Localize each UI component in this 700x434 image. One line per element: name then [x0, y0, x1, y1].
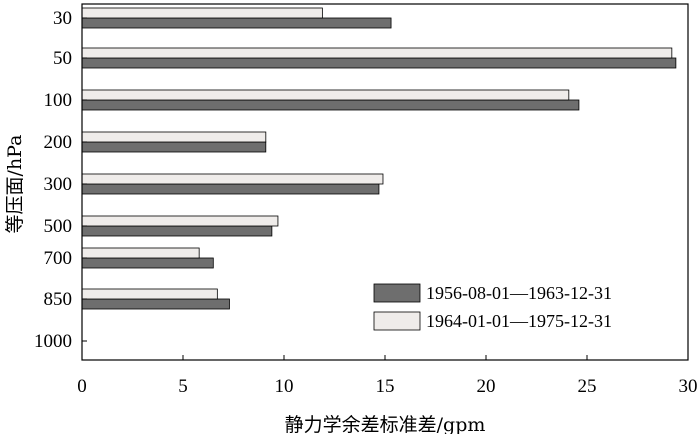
y-tick-label: 500	[44, 216, 73, 237]
bar-period2-50	[81, 47, 673, 59]
y-tick-label: 300	[44, 174, 73, 195]
y-tick-label: 700	[44, 248, 73, 269]
bars-layer	[81, 7, 677, 310]
bar-period2-700	[81, 247, 200, 259]
y-tick-label: 200	[44, 132, 73, 153]
bar-period1-30	[81, 17, 392, 29]
y-tick-label: 30	[53, 8, 72, 29]
bar-period1-100	[81, 99, 580, 111]
x-tick-label: 5	[178, 376, 188, 397]
x-tick-label: 0	[77, 376, 87, 397]
y-tick-label: 850	[44, 289, 73, 310]
legend-swatch	[373, 283, 421, 303]
y-tick-label: 1000	[34, 331, 72, 352]
y-axis: 30 50 100 200 300 500 700 850 1000	[34, 8, 87, 352]
x-tick-label: 25	[578, 376, 597, 397]
bar-period1-50	[81, 57, 677, 69]
bar-period2-100	[81, 89, 570, 101]
bar-period2-30	[81, 7, 323, 19]
x-tick-label: 20	[477, 376, 496, 397]
x-axis-title: 静力学余差标准差/gpm	[285, 414, 486, 434]
x-tick-label: 15	[376, 376, 395, 397]
bar-period1-700	[81, 257, 214, 269]
legend-label: 1964-01-01—1975-12-31	[426, 311, 612, 331]
bar-period2-200	[81, 131, 267, 143]
x-tick-label: 30	[679, 376, 698, 397]
y-axis-title: 等压面/hPa	[4, 135, 26, 234]
y-tick-label: 100	[44, 90, 73, 111]
bar-period2-850	[81, 288, 218, 300]
bar-period1-500	[81, 225, 273, 237]
legend-swatch	[373, 311, 421, 331]
bar-period1-850	[81, 298, 230, 310]
bar-period1-300	[81, 183, 380, 195]
legend-label: 1956-08-01—1963-12-31	[426, 283, 612, 303]
y-tick-label: 50	[53, 48, 72, 69]
bar-period2-500	[81, 215, 279, 227]
x-axis: 0 5 10 15 20 25 30	[77, 355, 698, 397]
x-tick-label: 10	[275, 376, 294, 397]
bar-period1-200	[81, 141, 267, 153]
legend: 1956-08-01—1963-12-31 1964-01-01—1975-12-…	[373, 283, 612, 331]
bar-period2-300	[81, 173, 384, 185]
